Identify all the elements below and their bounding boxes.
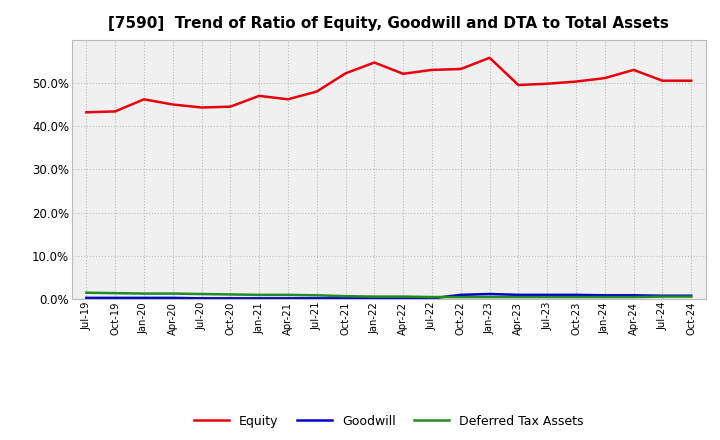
Goodwill [687, 293, 696, 298]
Goodwill [514, 292, 523, 297]
Legend: Equity, Goodwill, Deferred Tax Assets: Equity, Goodwill, Deferred Tax Assets [194, 415, 584, 428]
Deferred Tax Assets [312, 293, 321, 298]
Line: Deferred Tax Assets: Deferred Tax Assets [86, 293, 691, 297]
Equity [111, 109, 120, 114]
Equity [428, 67, 436, 73]
Deferred Tax Assets [284, 292, 292, 297]
Equity [341, 71, 350, 76]
Deferred Tax Assets [226, 292, 235, 297]
Goodwill [284, 296, 292, 301]
Goodwill [456, 292, 465, 297]
Equity [456, 66, 465, 72]
Equity [572, 79, 580, 84]
Deferred Tax Assets [600, 294, 609, 300]
Equity [197, 105, 206, 110]
Equity [399, 71, 408, 77]
Deferred Tax Assets [629, 294, 638, 300]
Goodwill [485, 291, 494, 297]
Equity [312, 89, 321, 94]
Equity [255, 93, 264, 99]
Equity [168, 102, 177, 107]
Deferred Tax Assets [370, 294, 379, 299]
Deferred Tax Assets [485, 294, 494, 300]
Goodwill [111, 295, 120, 301]
Goodwill [341, 296, 350, 301]
Title: [7590]  Trend of Ratio of Equity, Goodwill and DTA to Total Assets: [7590] Trend of Ratio of Equity, Goodwil… [109, 16, 669, 32]
Goodwill [82, 295, 91, 301]
Goodwill [399, 296, 408, 301]
Goodwill [197, 296, 206, 301]
Line: Goodwill: Goodwill [86, 294, 691, 298]
Deferred Tax Assets [543, 294, 552, 300]
Goodwill [312, 296, 321, 301]
Deferred Tax Assets [456, 294, 465, 300]
Equity [226, 104, 235, 109]
Deferred Tax Assets [140, 291, 148, 296]
Goodwill [168, 295, 177, 301]
Deferred Tax Assets [514, 294, 523, 300]
Goodwill [428, 296, 436, 301]
Deferred Tax Assets [255, 292, 264, 297]
Deferred Tax Assets [687, 294, 696, 299]
Goodwill [370, 296, 379, 301]
Goodwill [140, 295, 148, 301]
Deferred Tax Assets [399, 294, 408, 299]
Equity [658, 78, 667, 83]
Goodwill [226, 296, 235, 301]
Goodwill [629, 293, 638, 298]
Equity [543, 81, 552, 86]
Goodwill [572, 292, 580, 297]
Equity [600, 76, 609, 81]
Equity [82, 110, 91, 115]
Deferred Tax Assets [341, 293, 350, 299]
Deferred Tax Assets [168, 291, 177, 296]
Deferred Tax Assets [658, 294, 667, 299]
Equity [370, 60, 379, 65]
Deferred Tax Assets [572, 294, 580, 300]
Goodwill [658, 293, 667, 298]
Equity [485, 55, 494, 60]
Goodwill [600, 293, 609, 298]
Equity [284, 97, 292, 102]
Deferred Tax Assets [197, 291, 206, 297]
Deferred Tax Assets [428, 294, 436, 300]
Deferred Tax Assets [111, 290, 120, 296]
Equity [514, 82, 523, 88]
Line: Equity: Equity [86, 58, 691, 112]
Goodwill [255, 296, 264, 301]
Equity [687, 78, 696, 83]
Deferred Tax Assets [82, 290, 91, 295]
Goodwill [543, 292, 552, 297]
Equity [140, 97, 148, 102]
Equity [629, 67, 638, 73]
